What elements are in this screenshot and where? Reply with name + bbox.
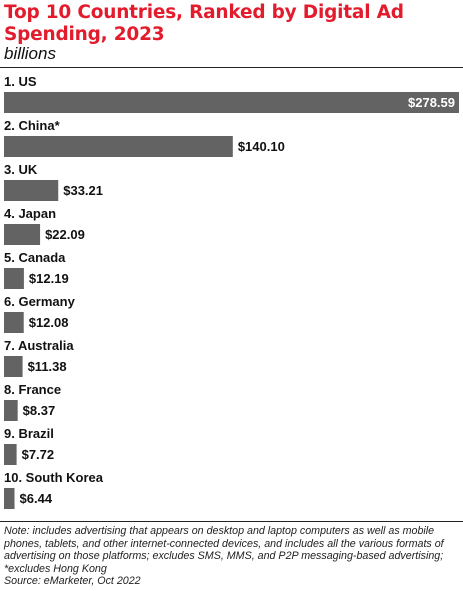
bar-group: 8. France $8.37: [4, 382, 61, 421]
bar-group: 9. Brazil $7.72: [4, 426, 54, 465]
bar: [4, 92, 459, 113]
bar-chart: 1. US $278.59 2. China* $140.10 3. UK $33.21 4…: [4, 74, 459, 509]
category-label: 9. Brazil: [4, 426, 54, 441]
category-label: 3. UK: [4, 162, 38, 177]
value-label: $11.38: [28, 359, 67, 374]
value-label: $278.59: [408, 95, 455, 110]
value-label: $7.72: [22, 447, 55, 462]
bar: [4, 180, 59, 201]
bar-group: 10. South Korea $6.44: [4, 470, 104, 509]
bottom-divider: [0, 521, 463, 522]
bar: [4, 488, 15, 509]
value-label: $22.09: [45, 227, 85, 242]
bar: [4, 444, 17, 465]
value-label: $140.10: [238, 139, 285, 154]
category-label: 4. Japan: [4, 206, 56, 221]
category-label: 1. US: [4, 74, 37, 89]
bar-group: 2. China* $140.10: [4, 118, 285, 157]
category-label: 2. China*: [4, 118, 61, 133]
chart-subtitle: billions: [4, 44, 56, 63]
note-text: Note: includes advertising that appears …: [4, 525, 444, 575]
bar: [4, 136, 233, 157]
category-label: 8. France: [4, 382, 61, 397]
footnote: Note: includes advertising that appears …: [4, 525, 460, 588]
value-label: $12.19: [29, 271, 69, 286]
category-label: 6. Germany: [4, 294, 76, 309]
value-label: $33.21: [63, 183, 103, 198]
source-text: Source: eMarketer, Oct 2022: [4, 575, 141, 588]
category-label: 7. Australia: [4, 338, 74, 353]
bar: [4, 312, 24, 333]
chart-title: Top 10 Countries, Ranked by Digital Ad S…: [4, 2, 404, 45]
bar-group: 4. Japan $22.09: [4, 206, 85, 245]
bar-group: 6. Germany $12.08: [4, 294, 76, 333]
category-label: 10. South Korea: [4, 470, 104, 485]
bar: [4, 224, 41, 245]
bar-group: 5. Canada $12.19: [4, 250, 69, 289]
bar: [4, 268, 24, 289]
value-label: $6.44: [20, 491, 53, 506]
bar: [4, 356, 23, 377]
bar-group: 1. US $278.59: [4, 74, 459, 113]
value-label: $12.08: [29, 315, 69, 330]
bar: [4, 400, 18, 421]
value-label: $8.37: [23, 403, 56, 418]
top-divider: [0, 67, 463, 68]
bar-group: 3. UK $33.21: [4, 162, 103, 201]
category-label: 5. Canada: [4, 250, 66, 265]
bar-group: 7. Australia $11.38: [4, 338, 74, 377]
